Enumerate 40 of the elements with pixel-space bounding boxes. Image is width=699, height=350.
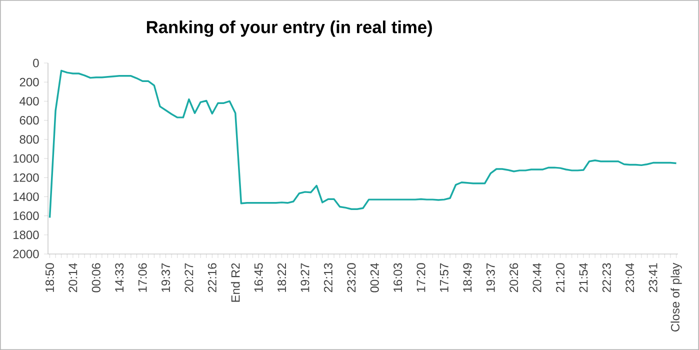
x-tick-label: 18:22 xyxy=(278,263,286,292)
y-tick-label: 400 xyxy=(20,96,39,106)
x-tick-label: 20:44 xyxy=(532,263,542,292)
x-tick-label: Close of play xyxy=(670,262,682,332)
x-tick-label: 23:04 xyxy=(626,263,634,292)
x-tick-label: 18:49 xyxy=(463,263,472,292)
x-tick-label: 20:27 xyxy=(184,263,194,292)
x-tick-label: 20:14 xyxy=(68,263,78,292)
x-tick-label: 16:03 xyxy=(394,263,402,292)
x-tick-label: 00:06 xyxy=(92,263,100,292)
y-tick-label: 800 xyxy=(20,135,39,144)
x-tick-label: 18:50 xyxy=(45,263,54,292)
x-tick-label: 21:20 xyxy=(556,263,564,292)
x-tick-label: 17:57 xyxy=(440,263,448,292)
y-tick-label: 1400 xyxy=(14,192,39,201)
y-tick-label: 200 xyxy=(20,78,39,86)
x-tick-label: 23:41 xyxy=(648,263,658,292)
x-tick-label: 00:24 xyxy=(370,263,379,292)
x-tick-label: 16:45 xyxy=(254,263,263,292)
x-tick-label: 20:26 xyxy=(510,263,518,292)
y-tick-label: 0 xyxy=(33,58,39,68)
x-tick-label: 17:20 xyxy=(416,263,426,292)
x-tick-label: 22:13 xyxy=(324,263,332,292)
y-tick-label: 1800 xyxy=(14,230,39,240)
x-tick-label: 23:20 xyxy=(347,263,356,292)
x-tick-label: 19:27 xyxy=(300,263,310,292)
y-tick-label: 1200 xyxy=(14,173,39,182)
x-tick-label: 14:33 xyxy=(115,263,124,292)
x-tick-label: 17:06 xyxy=(138,263,147,292)
x-tick-label: End R2 xyxy=(230,263,240,302)
x-tick-label: 19:37 xyxy=(486,263,495,292)
x-tick-label: 21:54 xyxy=(579,263,588,292)
x-tick-label: 22:16 xyxy=(208,263,216,292)
y-tick-label: 600 xyxy=(20,116,39,125)
y-tick-label: 2000 xyxy=(13,250,39,258)
chart-title: Ranking of your entry (in real time) xyxy=(146,20,432,37)
x-tick-label: 22:23 xyxy=(602,263,611,292)
y-tick-label: 1600 xyxy=(14,212,39,220)
x-tick-label: 19:37 xyxy=(162,263,170,292)
y-tick-label: 1000 xyxy=(14,154,39,163)
